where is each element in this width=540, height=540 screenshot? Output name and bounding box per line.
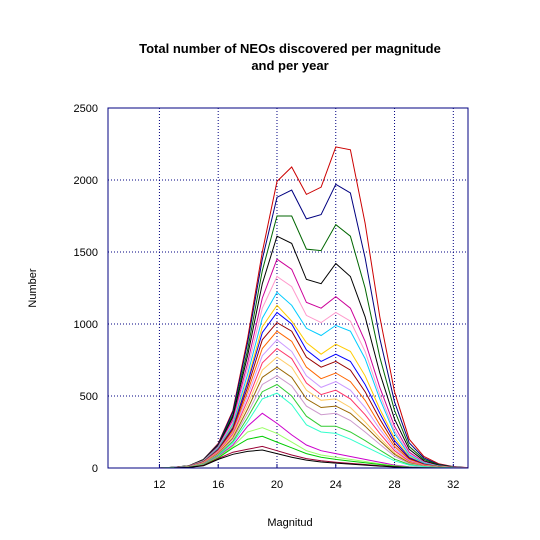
series-line-9 (159, 311, 469, 469)
x-tick-label: 20 (271, 479, 283, 491)
y-tick-label: 2500 (74, 103, 98, 115)
tick-labels: 12 16 20 24 28 32 0 500 1000 1500 2000 2500 (74, 103, 460, 491)
grid (108, 108, 468, 468)
series-line-13 (159, 347, 469, 469)
y-tick-label: 2000 (74, 175, 98, 187)
series-line-12 (159, 339, 469, 469)
series-group (159, 146, 469, 469)
y-tick-label: 1500 (74, 247, 98, 259)
x-tick-label: 12 (153, 479, 165, 491)
y-tick-label: 1000 (74, 319, 98, 331)
x-tick-label: 24 (330, 479, 342, 491)
y-tick-label: 0 (92, 463, 98, 475)
series-line-5 (159, 258, 469, 469)
chart-title-line1: Total number of NEOs discovered per magn… (139, 41, 441, 56)
x-axis-label: Magnitud (267, 517, 312, 529)
plot-frame (107, 107, 469, 469)
series-line-8 (159, 304, 469, 469)
x-tick-label: 32 (447, 479, 459, 491)
x-tick-label: 16 (212, 479, 224, 491)
series-line-1 (159, 146, 469, 469)
series-line-4 (159, 235, 469, 469)
series-line-3 (159, 215, 469, 469)
y-axis-label: Number (27, 268, 39, 307)
series-line-14 (159, 356, 469, 469)
x-tick-label: 28 (388, 479, 400, 491)
series-line-2 (159, 183, 469, 469)
chart-title-line2: and per year (251, 58, 328, 73)
y-tick-label: 500 (80, 391, 98, 403)
